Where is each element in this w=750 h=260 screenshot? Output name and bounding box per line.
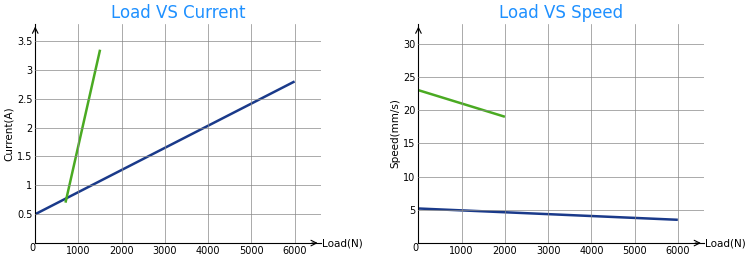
Text: 0: 0: [29, 243, 35, 253]
Y-axis label: Current(A): Current(A): [4, 106, 14, 161]
Y-axis label: Speed(mm/s): Speed(mm/s): [391, 99, 400, 168]
Title: Load VS Current: Load VS Current: [111, 4, 245, 22]
Title: Load VS Speed: Load VS Speed: [499, 4, 623, 22]
Text: Load(N): Load(N): [322, 238, 363, 248]
Text: 0: 0: [413, 243, 419, 253]
Text: Load(N): Load(N): [705, 238, 746, 248]
